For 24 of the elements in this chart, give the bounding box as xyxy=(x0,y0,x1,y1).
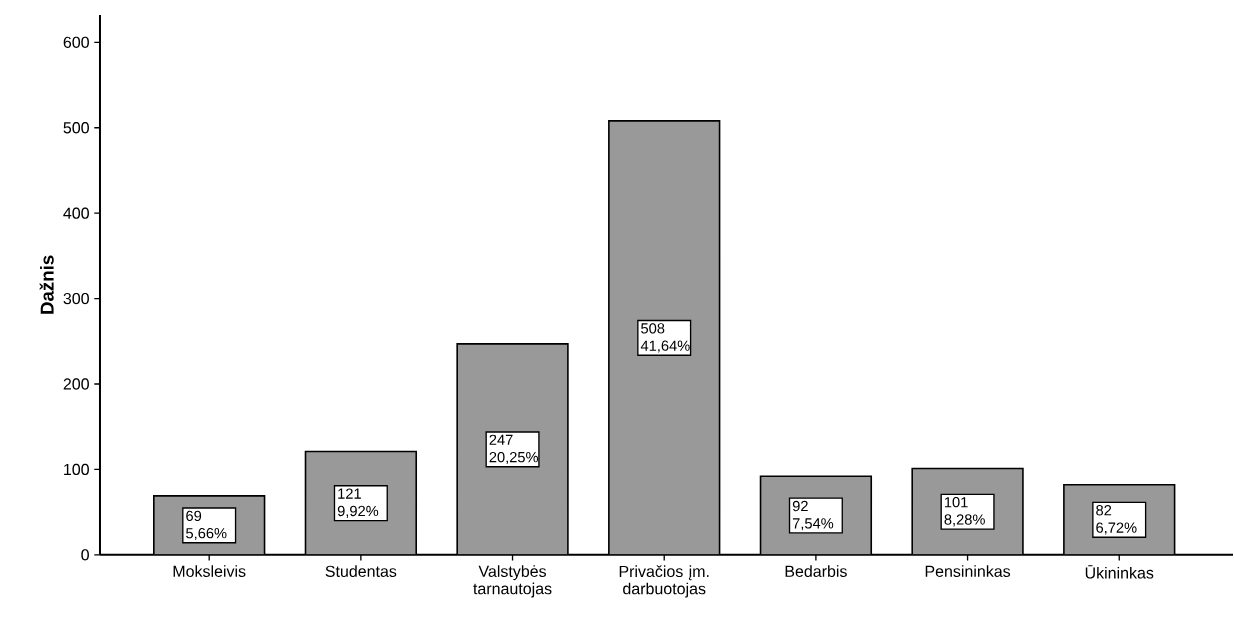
y-tick-label: 200 xyxy=(63,378,89,390)
data-label: 69 5,66% xyxy=(186,510,227,541)
x-tick-label: Valstybės tarnautojas xyxy=(473,565,552,598)
data-label: 92 7,54% xyxy=(792,500,834,531)
x-tick-label: Ūkininkas xyxy=(1085,565,1154,579)
y-tick-label: 600 xyxy=(63,36,89,49)
y-tick-label: 0 xyxy=(81,549,89,561)
y-tick-label: 400 xyxy=(63,207,89,219)
bar xyxy=(456,343,569,555)
data-label: 82 6,72% xyxy=(1096,505,1137,535)
x-tick-label: Privačios įm. darbuotojas xyxy=(619,565,709,598)
x-tick-label: Bedarbis xyxy=(785,565,847,578)
y-tick-label: 300 xyxy=(63,293,89,305)
y-axis-title: Dažnis xyxy=(39,255,54,314)
x-tick-label: Pensininkas xyxy=(925,565,1011,578)
x-tick-label: Moksleivis xyxy=(173,565,246,578)
y-tick-label: 500 xyxy=(63,122,89,134)
data-label: 121 9,92% xyxy=(337,488,379,518)
x-tick-label: Studentas xyxy=(325,565,397,578)
bar xyxy=(608,120,721,555)
y-tick-label: 100 xyxy=(64,463,89,476)
data-label: 508 41,64% xyxy=(640,323,690,353)
data-label: 247 20,25% xyxy=(489,434,539,465)
data-label: 101 8,28% xyxy=(944,497,985,527)
